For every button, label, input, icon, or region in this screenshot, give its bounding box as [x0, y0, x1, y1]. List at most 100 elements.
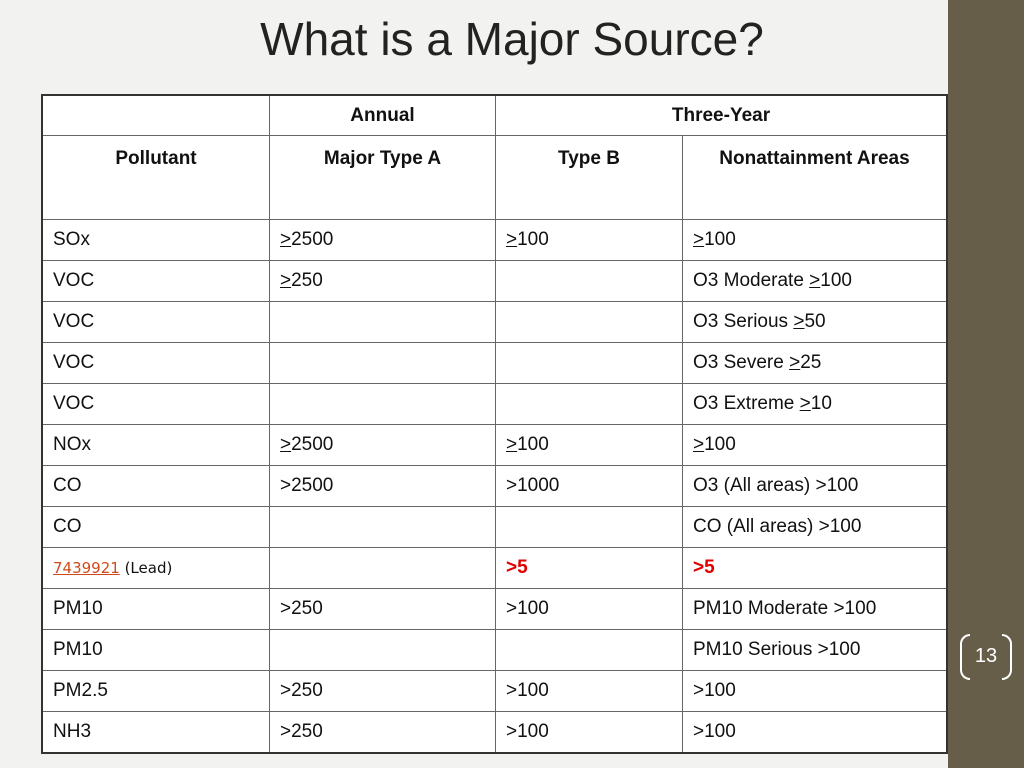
type-a-cell: >2500 — [269, 219, 496, 261]
table-row: PM2.5 >250 >100 >100 — [41, 670, 948, 712]
table-row: VOC O3 Serious >50 — [41, 301, 948, 343]
type-b-cell: >1000 — [495, 465, 683, 507]
pollutant-cell: CO — [41, 465, 270, 507]
group-header-three-year: Three-Year — [495, 94, 948, 136]
table-row: SOx >2500 >100 >100 — [41, 219, 948, 261]
type-b-cell: >100 — [495, 588, 683, 630]
right-bracket — [1002, 634, 1012, 680]
table-row: NH3 >250 >100 >100 — [41, 711, 948, 754]
type-b-cell: >100 — [495, 711, 683, 754]
nonattainment-cell: >100 — [682, 424, 948, 466]
threshold-value: 100 — [517, 434, 549, 455]
area-label: O3 Serious — [693, 311, 794, 332]
type-a-cell — [269, 301, 496, 343]
threshold-value: 50 — [804, 311, 826, 332]
type-a-cell — [269, 383, 496, 425]
column-header-nonattainment: Nonattainment Areas — [682, 135, 948, 220]
pollutant-cell: NOx — [41, 424, 270, 466]
threshold-value: 25 — [800, 352, 822, 373]
type-b-cell — [495, 260, 683, 302]
pollutant-cell: PM2.5 — [41, 670, 270, 712]
threshold-value: 250 — [291, 270, 323, 291]
nonattainment-cell: O3 Serious >50 — [682, 301, 948, 343]
threshold-value: 2500 — [291, 434, 334, 455]
type-a-cell: >250 — [269, 260, 496, 302]
area-label: O3 Extreme — [693, 393, 800, 414]
group-header-blank — [41, 94, 270, 136]
threshold-symbol: > — [693, 434, 705, 455]
type-a-cell: >2500 — [269, 465, 496, 507]
type-b-cell: >5 — [495, 547, 683, 589]
threshold-value: 100 — [704, 229, 736, 250]
type-b-cell: >100 — [495, 219, 683, 261]
threshold-value: 2500 — [291, 229, 334, 250]
nonattainment-cell: O3 Severe >25 — [682, 342, 948, 384]
pollutant-cell: PM10 — [41, 588, 270, 630]
type-b-cell — [495, 506, 683, 548]
slide-title: What is a Major Source? — [260, 13, 764, 65]
threshold-value: 100 — [820, 270, 852, 291]
type-a-cell — [269, 342, 496, 384]
threshold-symbol: > — [280, 270, 292, 291]
threshold-value: 100 — [704, 434, 736, 455]
table-row: PM10 >250 >100 PM10 Moderate >100 — [41, 588, 948, 630]
table-row: CO >2500 >1000 O3 (All areas) >100 — [41, 465, 948, 507]
column-header-major-type-a: Major Type A — [269, 135, 496, 220]
threshold-value: 100 — [517, 229, 549, 250]
group-header-row: Annual Three-Year — [41, 94, 948, 136]
table-row: CO CO (All areas) >100 — [41, 506, 948, 548]
threshold-symbol: > — [789, 352, 801, 373]
threshold-symbol: > — [280, 434, 292, 455]
table-row: VOC >250 O3 Moderate >100 — [41, 260, 948, 302]
type-b-cell — [495, 342, 683, 384]
nonattainment-cell: CO (All areas) >100 — [682, 506, 948, 548]
pollutant-cell: VOC — [41, 260, 270, 302]
pollutant-cell: CO — [41, 506, 270, 548]
threshold-symbol: > — [809, 270, 821, 291]
type-a-cell: >2500 — [269, 424, 496, 466]
pollutant-cell: PM10 — [41, 629, 270, 671]
nonattainment-cell: O3 Extreme >10 — [682, 383, 948, 425]
lead-note: (Lead) — [119, 559, 173, 577]
nonattainment-cell: >100 — [682, 670, 948, 712]
threshold-symbol: > — [793, 311, 805, 332]
lead-cas-link[interactable]: 7439921 — [53, 559, 120, 577]
type-a-cell: >250 — [269, 670, 496, 712]
left-bracket — [960, 634, 970, 680]
column-header-type-b: Type B — [495, 135, 683, 220]
type-b-cell — [495, 301, 683, 343]
page-number: 13 — [974, 644, 998, 667]
pollutant-cell: VOC — [41, 301, 270, 343]
table-row: PM10 PM10 Serious >100 — [41, 629, 948, 671]
pollutant-cell: VOC — [41, 342, 270, 384]
major-source-table: Annual Three-Year Pollutant Major Type A… — [41, 94, 948, 754]
threshold-value: 10 — [810, 393, 832, 414]
page-number-badge: 13 — [958, 632, 1014, 680]
nonattainment-cell: PM10 Serious >100 — [682, 629, 948, 671]
threshold-symbol: > — [693, 229, 705, 250]
type-b-cell — [495, 629, 683, 671]
type-a-cell: >250 — [269, 711, 496, 754]
type-b-cell — [495, 383, 683, 425]
pollutant-cell: NH3 — [41, 711, 270, 754]
nonattainment-cell: >100 — [682, 219, 948, 261]
type-b-cell: >100 — [495, 670, 683, 712]
type-a-cell — [269, 547, 496, 589]
group-header-annual: Annual — [269, 94, 496, 136]
column-header-pollutant: Pollutant — [41, 135, 270, 220]
pollutant-cell: VOC — [41, 383, 270, 425]
nonattainment-cell: O3 Moderate >100 — [682, 260, 948, 302]
nonattainment-cell: PM10 Moderate >100 — [682, 588, 948, 630]
threshold-symbol: > — [280, 229, 292, 250]
column-header-row: Pollutant Major Type A Type B Nonattainm… — [41, 135, 948, 220]
pollutant-cell: SOx — [41, 219, 270, 261]
area-label: O3 Moderate — [693, 270, 810, 291]
type-b-cell: >100 — [495, 424, 683, 466]
table-row: VOC O3 Severe >25 — [41, 342, 948, 384]
area-label: O3 Severe — [693, 352, 790, 373]
type-a-cell — [269, 506, 496, 548]
table-row: VOC O3 Extreme >10 — [41, 383, 948, 425]
type-a-cell: >250 — [269, 588, 496, 630]
type-a-cell — [269, 629, 496, 671]
threshold-symbol: > — [799, 393, 811, 414]
